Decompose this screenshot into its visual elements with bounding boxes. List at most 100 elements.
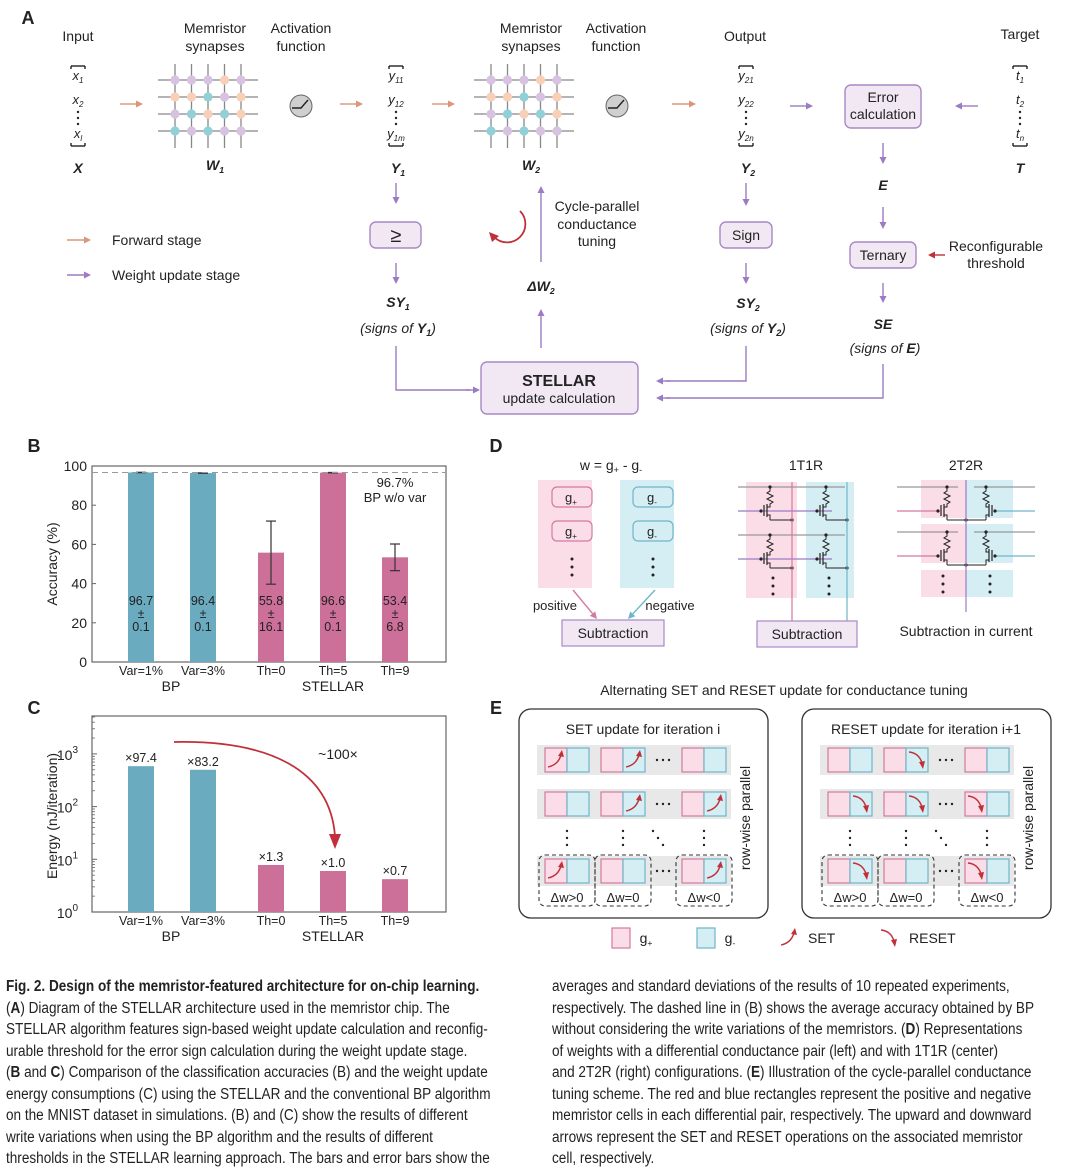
positive-column xyxy=(538,480,592,588)
label-subscript: 1 xyxy=(405,302,410,312)
update-box-title: RESET update for iteration i+1 xyxy=(831,721,1021,737)
bar xyxy=(128,766,154,912)
gate-dot xyxy=(993,509,997,513)
label-main: y xyxy=(388,68,397,83)
caption-text: respectively. The dashed line in (B) sho… xyxy=(552,999,1034,1017)
reset-arrow-head xyxy=(919,805,925,813)
memristor-dot xyxy=(170,92,180,102)
bar xyxy=(258,864,284,912)
caption-line: of weights with a differential conductan… xyxy=(552,1041,1042,1063)
ellipsis-dot xyxy=(565,836,569,840)
memristor-symbol xyxy=(765,535,775,556)
memristor-dot xyxy=(219,126,230,136)
bar xyxy=(320,472,346,662)
caption-part: ) xyxy=(779,320,786,336)
ellipsis-dot xyxy=(904,843,908,847)
bar-value-label: ± xyxy=(138,607,145,621)
gate-dot xyxy=(815,509,819,513)
caption-line: and 2T2R (right) configurations. (E) Ill… xyxy=(552,1062,1042,1084)
label-subscript: + xyxy=(572,498,577,507)
dashed-group xyxy=(958,854,1016,907)
stellar-subtitle: update calculation xyxy=(503,390,616,406)
ellipsis-dot xyxy=(565,843,569,847)
label-main: x xyxy=(72,68,80,83)
arrow-head xyxy=(879,157,887,164)
label-subscript: 2 xyxy=(749,168,755,178)
diagonal-ellipsis-dot xyxy=(656,836,660,840)
ellipsis-dot xyxy=(938,758,942,762)
ellipsis-dot xyxy=(667,869,671,873)
ellipsis-dot xyxy=(621,829,625,833)
dashed-group xyxy=(675,854,733,907)
error-calculation-label: calculation xyxy=(850,106,916,122)
activation-circle xyxy=(605,94,629,118)
caption-text: and xyxy=(20,1064,51,1081)
x-tick-label: Var=3% xyxy=(181,664,225,678)
bar-value-label: ×1.0 xyxy=(321,856,346,870)
reset-arrow-head xyxy=(863,805,869,813)
arrow-head xyxy=(689,100,696,108)
memristor-dot xyxy=(519,75,529,85)
memristor-dot xyxy=(170,109,180,119)
reset-update-box: RESET update for iteration i+1 Δw>0 Δw=0 Δw… xyxy=(801,708,1052,919)
reset-arrow xyxy=(880,929,895,942)
group-label: STELLAR xyxy=(302,678,364,694)
y-axis-label: Accuracy (%) xyxy=(44,522,60,605)
tick-exponent: 1 xyxy=(72,850,78,861)
label-subscript: - xyxy=(732,938,735,948)
legend-arrow xyxy=(67,271,91,279)
vector-name: X xyxy=(72,160,84,176)
tick-base: 10 xyxy=(57,800,73,816)
memristor-symbol xyxy=(821,487,831,508)
label-main: g xyxy=(565,524,572,539)
relu-curve xyxy=(292,99,309,109)
error-calculation-label: Error xyxy=(867,89,898,105)
error-calculation-box xyxy=(844,84,922,129)
g-minus-cell xyxy=(905,858,929,884)
memristor-symbol xyxy=(821,535,831,556)
ellipsis-dot xyxy=(827,576,831,580)
row-wise-parallel-label: row-wise parallel xyxy=(737,766,753,870)
diagonal-ellipsis-dot xyxy=(651,829,655,833)
sign-label: Sign xyxy=(732,227,760,243)
update-arrow xyxy=(656,394,670,402)
g-plus-cell xyxy=(544,791,568,817)
panel-label-e: E xyxy=(490,698,502,718)
memristor-dot xyxy=(519,109,529,119)
stellar-title: STELLAR xyxy=(522,373,596,390)
ellipsis-dot xyxy=(1018,116,1022,120)
bar-value-label: ×1.3 xyxy=(259,850,284,864)
label-main: y xyxy=(737,126,746,141)
1t1r-title: 1T1R xyxy=(789,457,823,473)
panel-label-b: B xyxy=(28,436,41,456)
ellipsis-dot xyxy=(944,869,948,873)
x-tick-label: Th=9 xyxy=(381,914,410,928)
threshold-label: Reconfigurable xyxy=(949,238,1043,254)
x-tick-label: Th=5 xyxy=(319,664,348,678)
set-arrow-head xyxy=(717,861,723,868)
g-minus-cell xyxy=(566,747,590,773)
ellipsis-dot xyxy=(667,758,671,762)
memristor-dot xyxy=(519,126,529,136)
memristor-symbol xyxy=(942,487,952,508)
bar xyxy=(190,769,216,912)
memristor-symbol xyxy=(942,532,952,553)
reset-arrow xyxy=(908,751,923,764)
g-plus-cell xyxy=(551,486,593,508)
legend-set-label: SET xyxy=(808,930,836,946)
g-minus-cell xyxy=(566,858,590,884)
g-plus-cell xyxy=(551,520,593,542)
y-tick-label: 102 xyxy=(57,798,79,816)
update-arrow xyxy=(537,309,545,348)
reference-label: 96.7% xyxy=(377,475,414,490)
bar xyxy=(320,870,346,912)
g-minus-cell xyxy=(622,747,646,773)
memristor-dot xyxy=(186,109,197,119)
g-plus-cell xyxy=(964,747,988,773)
caption-bold-text: Fig. 2. Design of the memristor-featured… xyxy=(6,978,480,995)
2t2r-title: 2T2R xyxy=(949,457,983,473)
caption-line: energy consumptions (C) using the STELLA… xyxy=(6,1084,496,1106)
memristor-dot xyxy=(236,126,246,136)
memristor-dot xyxy=(552,109,562,119)
